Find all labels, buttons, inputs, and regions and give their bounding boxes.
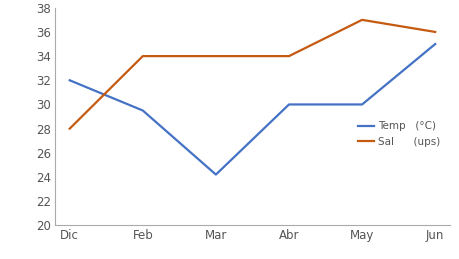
Legend: Temp   (°C), Sal      (ups): Temp (°C), Sal (ups) bbox=[354, 117, 445, 151]
